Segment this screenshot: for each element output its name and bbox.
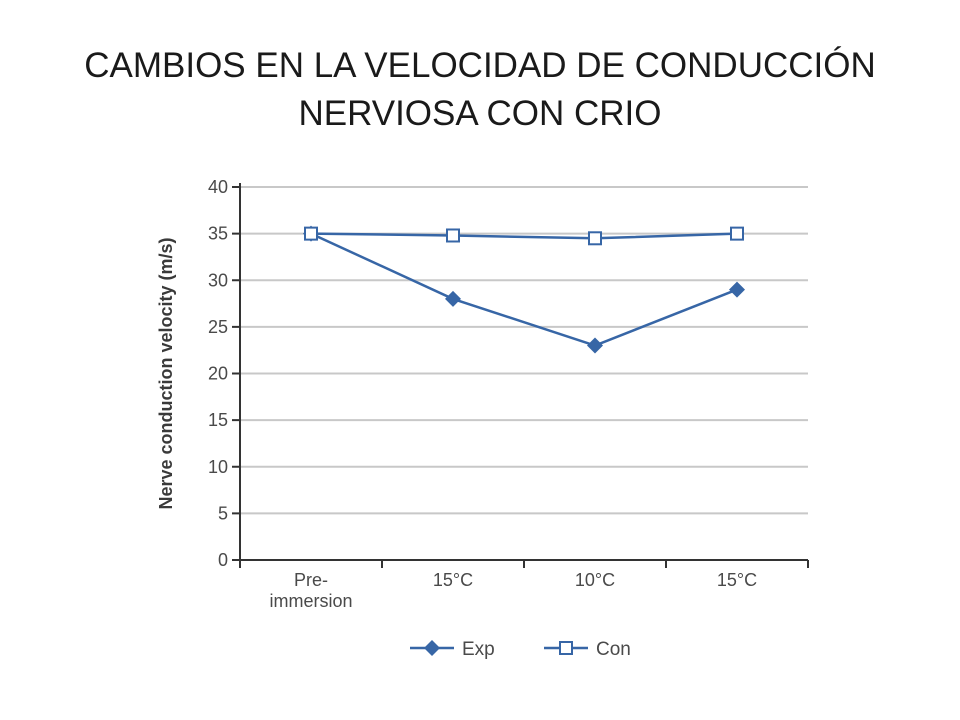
legend-label-con: Con — [596, 639, 631, 660]
y-tick-label: 40 — [208, 177, 228, 197]
y-tick-label: 30 — [208, 270, 228, 290]
x-tick-label-line: 15°C — [433, 570, 473, 590]
data-point-con — [304, 226, 318, 241]
slide-title-line-2: NERVIOSA CON CRIO — [298, 94, 662, 133]
x-tick-label-line: 10°C — [575, 570, 615, 590]
x-tick-label-line: 15°C — [717, 570, 757, 590]
y-tick-label: 10 — [208, 457, 228, 477]
axes: 0 5 10 15 20 25 30 35 40 Pre-immersion 15°C 10°C 15°… — [156, 177, 809, 611]
data-point-con — [446, 228, 460, 243]
x-tick-label: Pre-immersion — [269, 570, 352, 611]
x-tick-label-line: Pre- — [294, 570, 328, 590]
y-tick-label: 15 — [208, 410, 228, 430]
legend-marker-con — [559, 641, 573, 655]
x-tick-label: 10°C — [575, 570, 615, 590]
legend-marker-exp — [424, 640, 440, 656]
data-point-exp — [587, 337, 603, 354]
series-line-con — [310, 232, 738, 240]
slide-title-line-1: CAMBIOS EN LA VELOCIDAD DE CONDUCCIÓN — [84, 46, 876, 85]
data-point-exp — [729, 281, 745, 298]
y-tick-label: 25 — [208, 317, 228, 337]
legend: Exp Con — [410, 639, 631, 660]
y-tick-label: 20 — [208, 364, 228, 384]
data-point-con — [588, 231, 602, 246]
y-tick-label: 5 — [218, 503, 228, 523]
x-tick-label: 15°C — [717, 570, 757, 590]
x-tick-label-line: immersion — [269, 591, 352, 611]
x-tick-label: 15°C — [433, 570, 473, 590]
data-point-con — [730, 226, 744, 241]
series — [303, 225, 745, 354]
y-tick-label: 35 — [208, 224, 228, 244]
y-axis-title: Nerve conduction velocity (m/s) — [156, 237, 176, 509]
data-point-exp — [445, 290, 461, 307]
series-line-exp — [310, 232, 738, 347]
y-tick-label: 0 — [218, 550, 228, 570]
legend-label-exp: Exp — [462, 639, 495, 660]
slide-title: CAMBIOS EN LA VELOCIDAD DE CONDUCCIÓN NE… — [40, 42, 920, 138]
